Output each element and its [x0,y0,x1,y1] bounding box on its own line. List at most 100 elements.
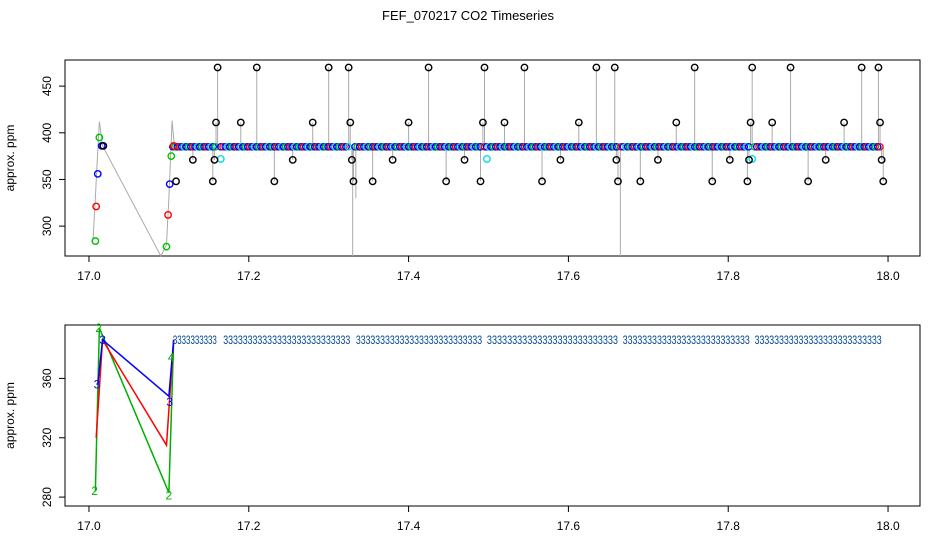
outlier-point [210,155,219,164]
series-line-2 [94,327,175,493]
outlier-point [480,63,489,72]
outlier-point [556,155,565,164]
baseline-point [873,142,882,151]
outlier-point [725,155,734,164]
outlier-point [636,177,645,186]
outlier-point [349,177,358,186]
y-tick-label: 300 [40,216,54,236]
baseline-point [876,142,884,151]
data-point [172,177,180,186]
outlier-point [786,63,795,72]
label-row: 33333333333333333333333333 [487,333,618,347]
outlier-point [270,177,279,186]
data-point [167,152,176,161]
x-tick-label: 17.4 [397,269,421,283]
outlier-point [879,177,888,186]
outlier-point [476,177,485,186]
outlier-point [874,63,883,72]
baseline-point [342,142,350,151]
outlier-point [654,155,662,164]
label-row-overlay: 33333333333333333333333333 [356,333,482,347]
data-point [91,237,100,245]
outlier-point [346,118,355,127]
label-row: 3333333333 [173,333,217,347]
baseline-point [209,142,217,151]
data-point [95,133,104,142]
outlier-point [614,177,622,186]
outlier-point [347,155,356,164]
outlier-point [288,155,297,164]
label-row: 33333333333333333333333333 [755,333,882,347]
baseline-point [472,142,480,151]
baseline-point [211,142,220,151]
y-tick-label: 280 [40,487,54,507]
point-label: 2 [166,489,173,503]
outlier-point [538,177,546,186]
x-tick-label: 17.8 [717,519,741,533]
label-row-overlay: 33333333333333333333333333 [623,333,750,347]
outlier-point [592,63,601,72]
data-point [93,169,102,178]
point-label: 3 [94,377,101,391]
point-label: 2 [91,484,98,498]
outlier-point [745,155,753,164]
baseline-point [207,142,215,151]
data-point [169,141,178,150]
x-tick-label: 17.2 [237,269,261,283]
x-tick-label: 17.0 [77,269,101,283]
point-label: 4 [168,351,175,365]
point-label: 3 [99,333,106,347]
y-tick-label: 450 [40,76,54,96]
x-tick-label: 17.0 [77,519,101,533]
baseline-point [608,142,616,151]
data-point [748,155,757,163]
x-tick-label: 17.6 [557,519,581,533]
data-point [216,155,225,163]
outlier-point [804,177,813,186]
outlier-point [424,63,433,72]
y-tick-label: 360 [40,368,54,388]
outlier-point [368,177,377,186]
outlier-point [877,155,886,164]
baseline-point [340,142,348,151]
outlier-point [308,118,317,127]
outlier-point [768,118,777,127]
data-point [99,141,108,150]
outlier-point [500,118,509,127]
label-row: 33333333333333333333333333 [356,333,482,347]
baseline-point [742,142,751,151]
outlier-point [708,177,717,186]
outlier-point [208,177,217,186]
x-tick-label: 17.2 [237,519,261,533]
outlier-point [442,177,451,186]
outlier-point [460,155,469,164]
outlier-point [746,118,755,127]
chart-title: FEF_070217 CO2 Timeseries [382,8,554,23]
x-tick-label: 17.4 [397,519,421,533]
data-point [164,211,172,219]
y-tick-label: 350 [40,169,54,189]
outlier-point [821,155,830,164]
label-row-overlay: 33333333333333333333333333 [755,333,882,347]
x-tick-label: 18.0 [876,269,900,283]
label-row-overlay: 33333333333333333333333333 [223,333,350,347]
outlier-point [324,63,333,72]
label-row: 33333333333333333333333333 [223,333,350,347]
data-point [165,180,174,189]
data-point [483,155,491,163]
y-axis-label: approx. ppm [3,382,17,449]
gray-trace-line [92,120,175,258]
outlier-point [612,155,621,164]
outlier-point [690,63,699,72]
point-label: 2 [95,321,102,335]
outlier-point [344,63,353,72]
point-label: 3 [166,395,173,409]
x-tick-label: 17.8 [717,269,741,283]
outlier-point [236,118,245,127]
label-row-overlay: 3333333333 [173,333,217,347]
outlier-point [857,63,866,72]
outlier-point [188,155,197,164]
outlier-point [610,63,619,72]
y-tick-label: 400 [40,122,54,142]
outlier-point [388,155,397,164]
